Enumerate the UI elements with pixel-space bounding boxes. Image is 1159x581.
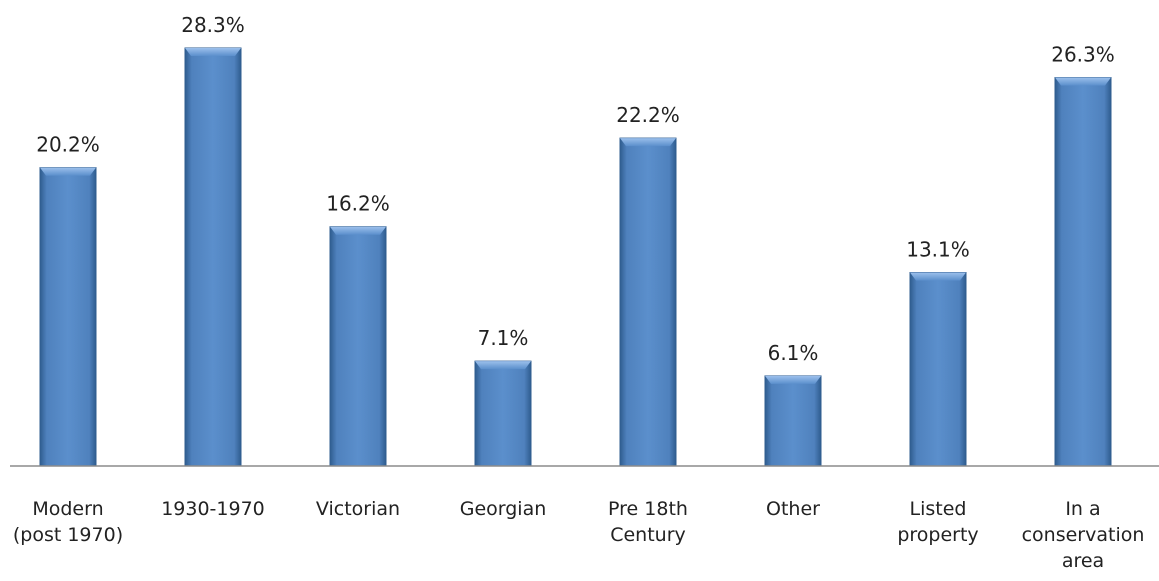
bar-cap — [1055, 77, 1111, 86]
bar-body — [764, 375, 822, 467]
category-label-line: 1930-1970 — [161, 498, 265, 520]
bar-body — [909, 272, 967, 467]
category-label-line: Other — [766, 498, 820, 520]
category-label: Georgian — [460, 498, 547, 520]
bar-body — [474, 360, 532, 467]
bar-body — [619, 137, 677, 467]
category-label-line: property — [897, 524, 978, 546]
value-labels-layer: 20.2% 28.3% 16.2% 7.1% 22.2% 6.1% 13.1% 26.3% — [36, 13, 1115, 365]
bar-2 — [184, 47, 242, 467]
bars-layer — [39, 47, 1112, 467]
category-label: 1930-1970 — [161, 498, 265, 520]
bar-body — [39, 167, 97, 467]
bar-cap — [765, 375, 821, 384]
category-label-line: (post 1970) — [13, 524, 123, 546]
category-label-line: Victorian — [316, 498, 400, 520]
value-label: 16.2% — [326, 192, 390, 216]
category-label: Modern (post 1970) — [13, 498, 123, 546]
category-label-line: area — [1062, 550, 1104, 572]
bar-body — [184, 47, 242, 467]
bar-cap — [330, 226, 386, 235]
bar-6 — [764, 375, 822, 467]
category-label-line: Modern — [32, 498, 103, 520]
bar-body — [329, 226, 387, 467]
category-label: Listed property — [897, 498, 978, 546]
category-label-line: Listed — [910, 498, 967, 520]
category-label: Pre 18th Century — [608, 498, 688, 546]
value-label: 7.1% — [478, 326, 529, 350]
bar-5 — [619, 137, 677, 467]
value-label: 26.3% — [1051, 43, 1115, 67]
category-label-line: In a — [1065, 498, 1100, 520]
bar-7 — [909, 272, 967, 467]
bar-cap — [910, 272, 966, 281]
bar-3 — [329, 226, 387, 467]
value-label: 28.3% — [181, 13, 245, 37]
bar-4 — [474, 360, 532, 467]
category-label-line: Georgian — [460, 498, 547, 520]
bar-cap — [40, 167, 96, 176]
value-label: 6.1% — [768, 341, 819, 365]
bar-cap — [185, 48, 241, 56]
category-label-line: Pre 18th — [608, 498, 688, 520]
value-label: 22.2% — [616, 103, 680, 127]
value-label: 13.1% — [906, 238, 970, 262]
bar-cap — [620, 138, 676, 147]
category-label: Victorian — [316, 498, 400, 520]
category-label: Other — [766, 498, 820, 520]
bar-cap — [475, 361, 531, 370]
bar-1 — [39, 167, 97, 467]
value-label: 20.2% — [36, 133, 100, 157]
category-label-line: conservation — [1022, 524, 1145, 546]
category-label-line: Century — [610, 524, 686, 546]
bar-body — [1054, 77, 1112, 467]
category-label: In a conservation area — [1022, 498, 1145, 572]
category-labels-layer: Modern (post 1970) 1930-1970 Victorian Georg… — [13, 498, 1145, 572]
bar-8 — [1054, 77, 1112, 467]
